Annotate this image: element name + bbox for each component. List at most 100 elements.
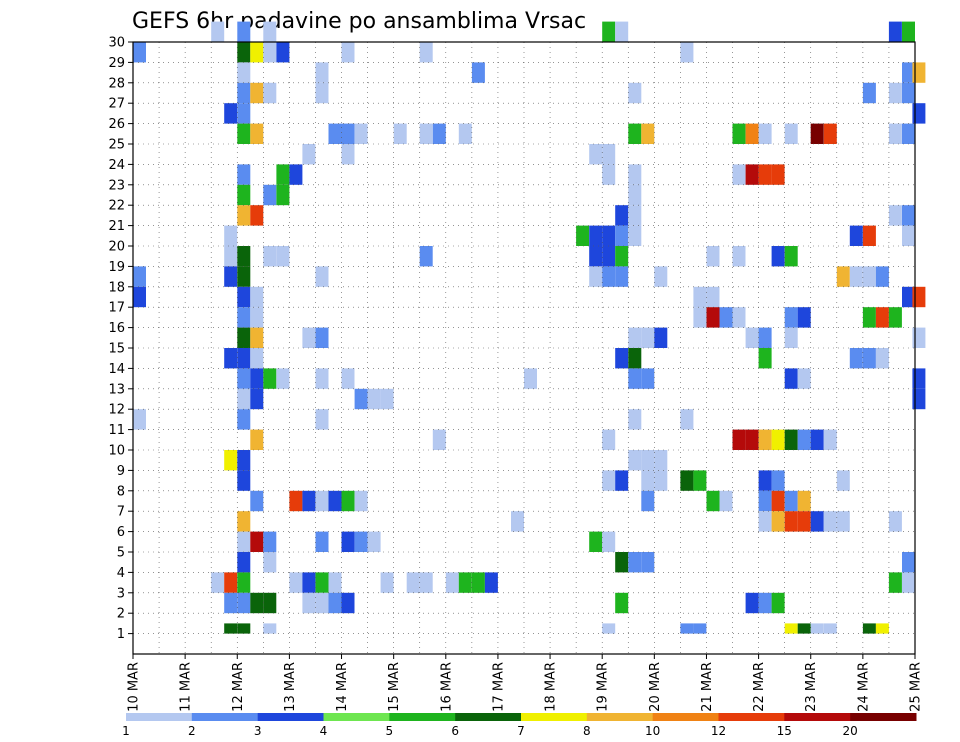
legend-swatch bbox=[652, 713, 719, 721]
heatmap-cell bbox=[224, 450, 238, 471]
heatmap-cell bbox=[849, 348, 863, 369]
heatmap-cell bbox=[471, 62, 485, 83]
heatmap-cell bbox=[263, 246, 277, 267]
heatmap-cell bbox=[419, 123, 433, 144]
y-tick-label: 19 bbox=[108, 260, 125, 275]
heatmap-cell bbox=[641, 490, 655, 512]
legend-swatch bbox=[784, 713, 851, 721]
heatmap-cell bbox=[797, 307, 811, 328]
heatmap-cell bbox=[250, 327, 264, 348]
heatmap-cell bbox=[912, 368, 926, 389]
heatmap-cell bbox=[758, 490, 772, 512]
legend-swatch bbox=[191, 713, 259, 721]
x-tick-label: 15 MAR bbox=[387, 662, 402, 712]
heatmap-cell bbox=[836, 470, 850, 491]
legend-swatch bbox=[389, 713, 456, 721]
heatmap-cell bbox=[902, 225, 915, 246]
heatmap-cell bbox=[784, 623, 798, 634]
color-legend: 1 2 3 4 5 6 7 8 10 12 15 20 bbox=[122, 713, 917, 738]
heatmap-cell bbox=[680, 42, 694, 63]
heatmap-cell bbox=[263, 592, 277, 614]
heatmap-cell bbox=[745, 164, 759, 185]
legend-swatch bbox=[850, 713, 917, 721]
heatmap-cell bbox=[445, 572, 459, 593]
heatmap-cell bbox=[602, 144, 616, 165]
heatmap-cell bbox=[250, 368, 264, 389]
y-tick-label: 29 bbox=[108, 56, 125, 71]
x-tick-label: 13 MAR bbox=[283, 662, 298, 712]
legend-swatch bbox=[257, 713, 324, 721]
heatmap-cell bbox=[732, 164, 746, 185]
heatmap-cell bbox=[354, 123, 368, 144]
heatmap-cell bbox=[912, 62, 926, 83]
heatmap-cell bbox=[250, 531, 264, 552]
heatmap-cell bbox=[888, 82, 902, 104]
heatmap-cell bbox=[810, 123, 824, 144]
legend-swatch bbox=[323, 713, 390, 721]
y-tick-label: 25 bbox=[108, 138, 125, 153]
heatmap-cell bbox=[797, 623, 811, 634]
heatmap-cell bbox=[237, 572, 251, 593]
x-tick-label: 16 MAR bbox=[439, 662, 454, 712]
heatmap-cell bbox=[732, 307, 746, 328]
heatmap-cell bbox=[250, 307, 264, 328]
heatmap-cell bbox=[628, 225, 642, 246]
heatmap-cell bbox=[328, 123, 342, 144]
heatmap-cell bbox=[875, 623, 889, 634]
heatmap-cell bbox=[641, 123, 655, 144]
heatmap-cell bbox=[888, 572, 902, 593]
heatmap-cell bbox=[263, 42, 277, 63]
legend-label: 15 bbox=[777, 724, 792, 738]
heatmap-cell bbox=[315, 62, 329, 83]
heatmap-cell bbox=[888, 123, 902, 144]
heatmap-cell bbox=[810, 429, 824, 450]
heatmap-cell bbox=[133, 266, 146, 287]
heatmap-cell bbox=[615, 470, 629, 491]
heatmap-cell bbox=[315, 531, 329, 552]
heatmap-cell bbox=[133, 42, 146, 63]
heatmap-cell bbox=[302, 327, 316, 348]
chart-title: GEFS 6hr padavine po ansamblima Vrsac bbox=[132, 9, 586, 34]
heatmap-cell bbox=[224, 592, 238, 614]
y-axis: 1234567891011121314151617181920212223242… bbox=[108, 36, 133, 642]
heatmap-cell bbox=[341, 531, 355, 552]
heatmap-cell bbox=[250, 388, 264, 410]
heatmap-cell bbox=[628, 348, 642, 369]
heatmap-cell bbox=[771, 470, 785, 491]
heatmap-cell bbox=[250, 123, 264, 144]
heatmap-cell bbox=[615, 21, 629, 42]
heatmap-cell bbox=[589, 225, 603, 246]
heatmap-cell bbox=[302, 572, 316, 593]
x-tick-label: 12 MAR bbox=[231, 662, 246, 712]
heatmap-cell bbox=[862, 266, 876, 287]
heatmap-cell bbox=[902, 21, 915, 42]
x-tick-label: 22 MAR bbox=[752, 662, 767, 712]
heatmap-cell bbox=[654, 470, 668, 491]
heatmap-cell bbox=[706, 490, 720, 512]
heatmap-cell bbox=[784, 429, 798, 450]
heatmap-cell bbox=[302, 490, 316, 512]
heatmap-cell bbox=[302, 144, 316, 165]
heatmap-cell bbox=[250, 348, 264, 369]
heatmap-cell bbox=[615, 225, 629, 246]
heatmap-cell bbox=[628, 82, 642, 104]
heatmap-cell bbox=[237, 42, 251, 63]
heatmap-cell bbox=[341, 368, 355, 389]
heatmap-cell bbox=[784, 246, 798, 267]
heatmap-cell bbox=[771, 429, 785, 450]
y-tick-label: 12 bbox=[108, 403, 125, 418]
heatmap-cell bbox=[836, 266, 850, 287]
heatmap-cell bbox=[758, 123, 772, 144]
heatmap-cell bbox=[641, 450, 655, 471]
heatmap-cell bbox=[680, 409, 694, 430]
legend-label: 12 bbox=[711, 724, 726, 738]
heatmap-cell bbox=[237, 388, 251, 410]
heatmap-cell bbox=[615, 592, 629, 614]
heatmap-cell bbox=[615, 205, 629, 226]
heatmap-cell bbox=[354, 388, 368, 410]
heatmap-cell bbox=[888, 205, 902, 226]
heatmap-cell bbox=[888, 511, 902, 532]
heatmap-cell bbox=[315, 409, 329, 430]
heatmap-cell bbox=[797, 368, 811, 389]
heatmap-cell bbox=[706, 307, 720, 328]
